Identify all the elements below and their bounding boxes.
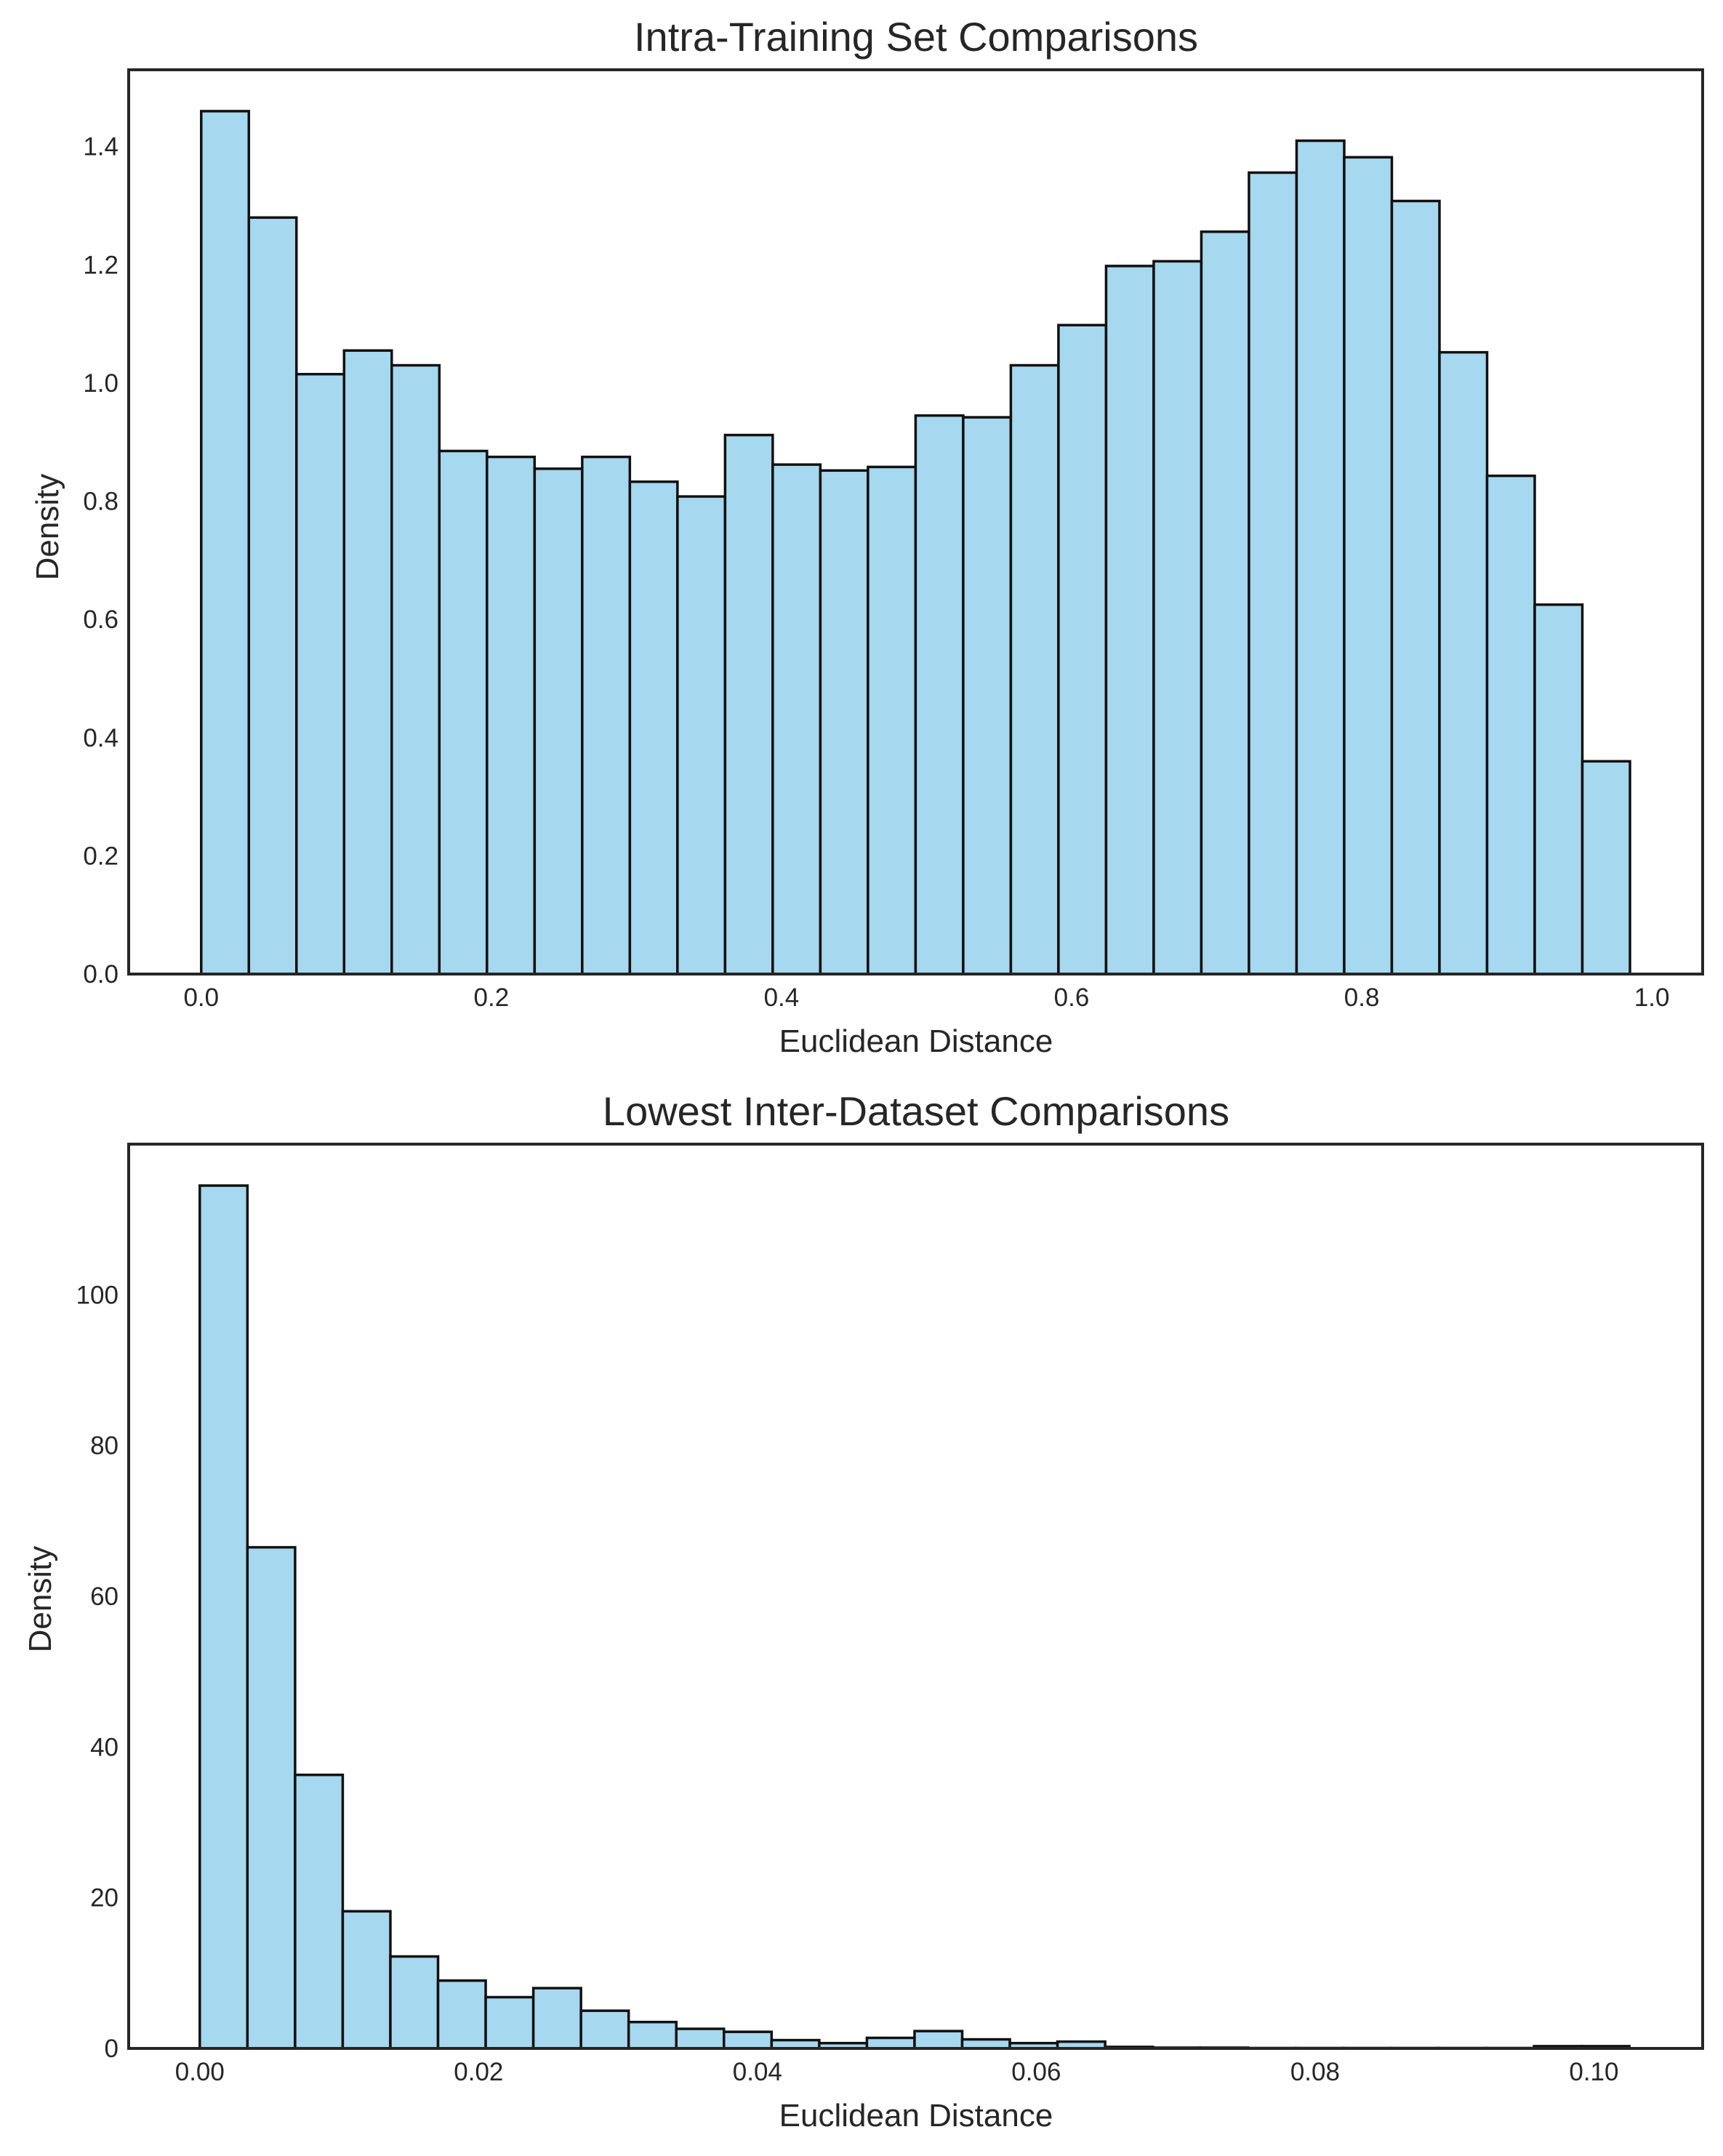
x-tick-label: 0.08 xyxy=(1290,2058,1340,2086)
histogram-bar xyxy=(1248,171,1298,976)
histogram-bar xyxy=(294,1773,345,2050)
bar-group xyxy=(198,1184,1631,2050)
y-tick-label: 0.4 xyxy=(83,724,119,752)
y-tick-label: 1.0 xyxy=(83,369,119,398)
histogram-bar xyxy=(200,110,251,976)
histogram-bar xyxy=(1295,139,1346,976)
x-tick-label: 0.2 xyxy=(474,984,510,1012)
histogram-bar xyxy=(627,2020,678,2050)
x-tick-label: 0.10 xyxy=(1569,2058,1618,2086)
histogram-bar xyxy=(1485,474,1536,976)
histogram-bar xyxy=(341,1910,392,2050)
plot-frame xyxy=(127,68,1704,976)
y-tick-label: 80 xyxy=(90,1432,119,1460)
x-tick-label: 0.02 xyxy=(454,2058,503,2086)
histogram-bar xyxy=(1104,265,1155,976)
chart-title: Intra-Training Set Comparisons xyxy=(634,14,1198,60)
histogram-bar xyxy=(1390,199,1441,976)
histogram-bar xyxy=(913,2030,964,2050)
histogram-bar xyxy=(819,469,869,976)
histogram-bar xyxy=(1009,363,1060,976)
x-tick-label: 0.06 xyxy=(1011,2058,1061,2086)
x-tick-label: 0.8 xyxy=(1344,984,1380,1012)
histogram-bar xyxy=(865,2036,916,2050)
y-axis-label: Density xyxy=(30,474,65,581)
histogram-bar xyxy=(1343,156,1394,976)
y-tick-label: 0.2 xyxy=(83,842,119,870)
x-tick-label: 1.0 xyxy=(1634,984,1670,1012)
y-tick-labels: 0 20 40 60 80 100 xyxy=(76,1281,119,2063)
histogram-bar xyxy=(247,216,298,976)
y-tick-label: 0.8 xyxy=(83,488,119,516)
x-tick-labels: 0.0 0.2 0.4 0.6 0.8 1.0 xyxy=(183,984,1669,1012)
y-tick-label: 0 xyxy=(105,2035,119,2063)
x-tick-label: 0.00 xyxy=(175,2058,225,2086)
histogram-bar xyxy=(1200,230,1250,976)
histogram-bar xyxy=(486,455,537,976)
histogram-bar xyxy=(1057,323,1108,976)
histogram-bar xyxy=(436,1979,487,2050)
x-axis-label: Euclidean Distance xyxy=(779,2098,1053,2133)
histogram-bar xyxy=(1533,603,1584,976)
y-tick-label: 0.0 xyxy=(83,960,119,989)
y-tick-label: 100 xyxy=(76,1281,119,1309)
histogram-bar xyxy=(533,467,584,976)
histogram-bar xyxy=(867,465,917,976)
y-tick-labels: 0.0 0.2 0.4 0.6 0.8 1.0 1.2 1.4 xyxy=(83,133,119,989)
histogram-bar xyxy=(675,2027,726,2050)
histogram-bar xyxy=(914,414,965,976)
y-axis-label: Density xyxy=(23,1546,58,1653)
histogram-bar xyxy=(484,1995,535,2050)
x-tick-label: 0.6 xyxy=(1054,984,1090,1012)
chart-title: Lowest Inter-Dataset Comparisons xyxy=(603,1088,1229,1134)
x-tick-label: 0.4 xyxy=(764,984,800,1012)
histogram-bar xyxy=(198,1184,249,2050)
y-tick-label: 40 xyxy=(90,1733,119,1761)
x-tick-label: 0.0 xyxy=(183,984,219,1012)
histogram-bar xyxy=(389,1955,440,2050)
histogram-bar xyxy=(723,2030,774,2050)
plot-frame xyxy=(127,1143,1704,2050)
histogram-bar xyxy=(1581,760,1631,976)
lowest-inter-dataset-histogram: Lowest Inter-Dataset Comparisons 0.00 0.0… xyxy=(23,1088,1704,2133)
histogram-bar xyxy=(438,449,489,976)
y-tick-label: 0.6 xyxy=(83,606,119,634)
histogram-bar xyxy=(628,480,679,976)
histogram-bar xyxy=(676,495,727,976)
histogram-bar xyxy=(771,463,822,976)
y-tick-label: 1.2 xyxy=(83,251,119,279)
histogram-bar xyxy=(531,1987,582,2050)
x-axis-label: Euclidean Distance xyxy=(779,1023,1053,1059)
bar-group xyxy=(200,110,1631,976)
histogram-bar xyxy=(295,372,346,976)
histogram-bar xyxy=(962,416,1013,976)
histogram-bar xyxy=(579,2009,630,2050)
histogram-bar xyxy=(1152,260,1203,976)
histogram-bar xyxy=(342,349,393,976)
intra-training-histogram: Intra-Training Set Comparisons 0.0 0.2 0.4… xyxy=(30,14,1704,1059)
histogram-bar xyxy=(246,1545,297,2050)
histogram-bar xyxy=(581,455,632,976)
histogram-bar xyxy=(1438,350,1489,976)
histogram-bar xyxy=(723,433,774,976)
y-tick-label: 1.4 xyxy=(83,133,119,161)
x-tick-labels: 0.00 0.02 0.04 0.06 0.08 0.10 xyxy=(175,2058,1619,2086)
x-tick-label: 0.04 xyxy=(733,2058,782,2086)
histogram-bar xyxy=(390,363,441,976)
y-tick-label: 60 xyxy=(90,1582,119,1611)
y-tick-label: 20 xyxy=(90,1884,119,1912)
